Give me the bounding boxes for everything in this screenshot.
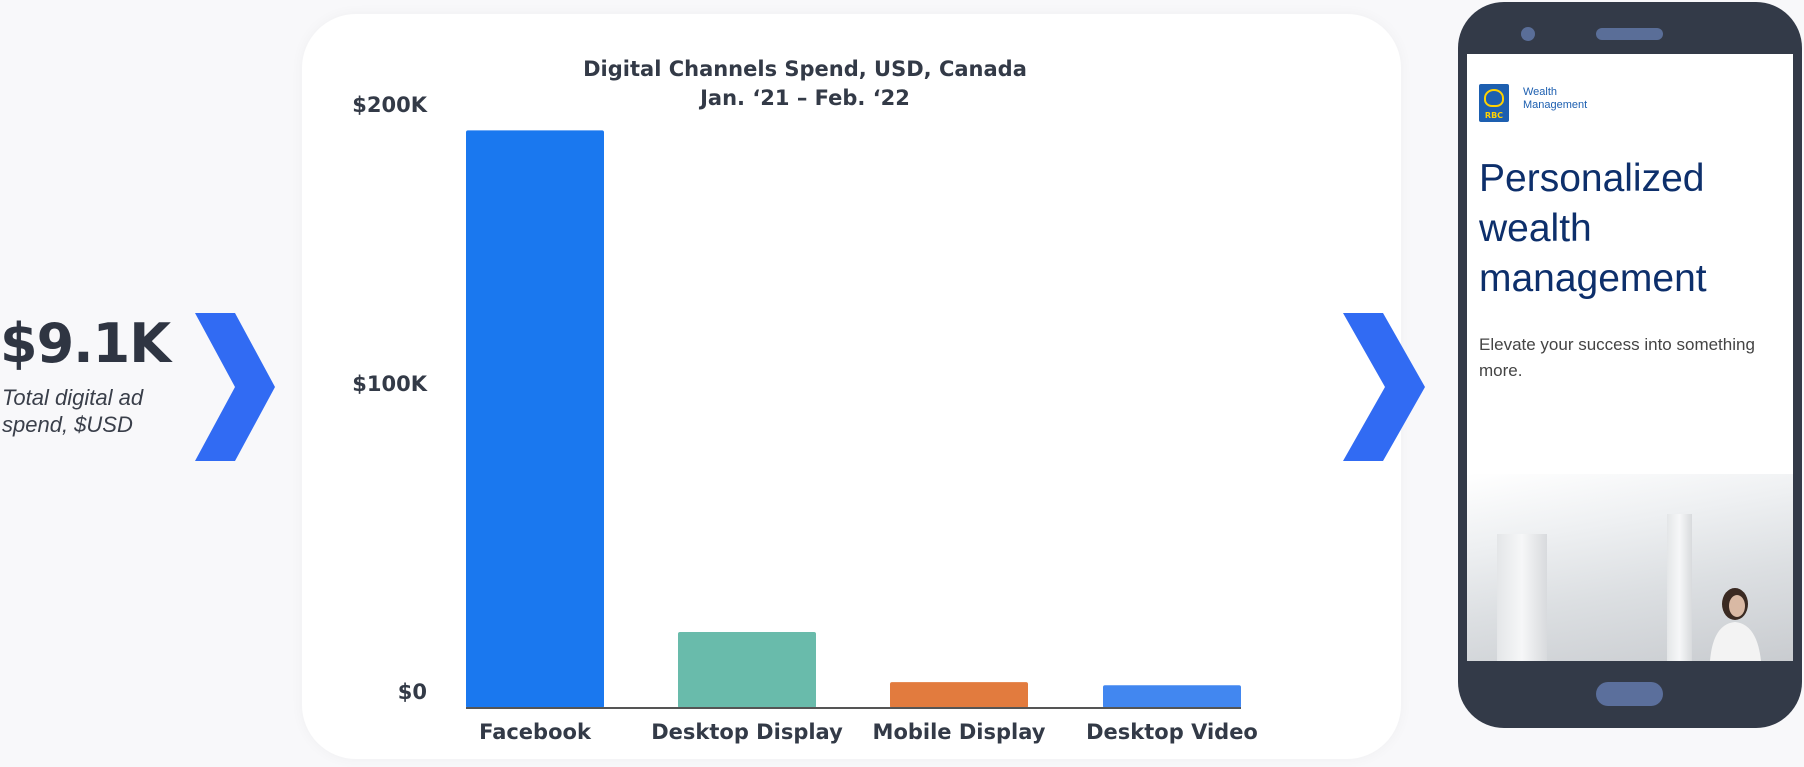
phone-screen: RBC Wealth Management Personalized wealt…	[1467, 54, 1793, 661]
kpi-label: Total digital ad spend, $USD	[2, 384, 143, 438]
y-tick-label: $0	[398, 680, 427, 704]
chart-card: Digital Channels Spend, USD, Canada Jan. …	[302, 14, 1401, 759]
bar-facebook	[466, 130, 604, 708]
person-image	[1710, 588, 1761, 661]
kpi-label-line2: spend, $USD	[2, 412, 133, 437]
hero-line1: Personalized	[1479, 157, 1705, 200]
bar-desktop-display	[678, 632, 816, 708]
camera-icon	[1521, 27, 1535, 41]
speaker-icon	[1596, 28, 1663, 40]
chevron-right-icon	[1343, 313, 1425, 461]
bar-chart: Digital Channels Spend, USD, Canada Jan. …	[352, 57, 1258, 744]
y-tick-label: $100K	[352, 372, 427, 396]
bar-mobile-display	[890, 682, 1028, 708]
hero-heading: Personalized wealth management	[1479, 154, 1707, 304]
kpi-value: $9.1K	[0, 312, 171, 375]
brand-line2: Management	[1523, 99, 1588, 111]
rbc-logo: RBC	[1479, 84, 1509, 122]
brand-name: Wealth Management	[1523, 86, 1587, 112]
x-tick-label: Desktop Video	[1086, 720, 1258, 744]
logo-text: RBC	[1484, 111, 1504, 120]
hero-photo	[1467, 474, 1793, 661]
hero-line2: wealth	[1479, 207, 1592, 250]
x-tick-label: Facebook	[479, 720, 592, 744]
chart-title: Digital Channels Spend, USD, Canada	[583, 57, 1027, 81]
hero-subtitle: Elevate your success into something more…	[1479, 335, 1755, 380]
home-button[interactable]	[1596, 682, 1663, 706]
chart-subtitle: Jan. ‘21 – Feb. ‘22	[698, 86, 910, 110]
kpi-label-line1: Total digital ad	[2, 385, 144, 410]
brand-line1: Wealth	[1523, 86, 1558, 98]
phone-mockup: RBC Wealth Management Personalized wealt…	[1458, 2, 1802, 728]
chevron-right-icon	[195, 313, 275, 461]
x-tick-label: Mobile Display	[873, 720, 1046, 744]
y-tick-label: $200K	[352, 93, 427, 117]
x-tick-label: Desktop Display	[651, 720, 843, 744]
bar-desktop-video	[1103, 685, 1241, 708]
hero-line3: management	[1479, 257, 1707, 300]
